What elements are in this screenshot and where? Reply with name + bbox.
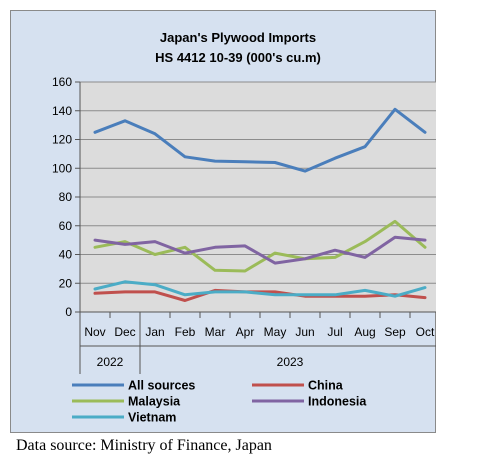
legend-label-malaysia: Malaysia — [128, 395, 181, 409]
legend: All sources China Malaysia Indonesia Vietnam — [72, 379, 367, 425]
y-tick-label: 20 — [59, 276, 73, 290]
plywood-imports-chart: Japan's Plywood Imports HS 4412 10-39 (0… — [52, 30, 436, 425]
data-source-note: Data source: Ministry of Finance, Japan — [16, 437, 272, 454]
x-axis: Nov Dec Jan Feb Mar Apr May Jun Jul Aug Sep Oct 2022… — [79, 311, 436, 374]
y-tick-label: 160 — [52, 75, 72, 89]
legend-label-indonesia: Indonesia — [308, 395, 367, 409]
x-tick-label: May — [264, 325, 287, 339]
y-tick-label: 60 — [59, 219, 73, 233]
chart-title: Japan's Plywood Imports — [160, 30, 316, 45]
series-line-malaysia — [93, 219, 427, 273]
y-tick-label: 100 — [52, 161, 72, 175]
x-tick-label: Aug — [354, 325, 375, 339]
y-axis-ticks: 0 20 40 60 80 100 120 140 160 — [52, 75, 81, 319]
x-tick-label: Nov — [84, 325, 105, 339]
y-tick-label: 80 — [59, 190, 73, 204]
x-group-label: 2022 — [97, 355, 124, 369]
x-tick-label: Dec — [114, 325, 135, 339]
legend-label-vietnam: Vietnam — [128, 411, 176, 425]
series-line-all-sources — [93, 107, 427, 173]
x-tick-label: Jan — [145, 325, 164, 339]
x-tick-label: Sep — [384, 325, 406, 339]
x-tick-label: Jul — [327, 325, 342, 339]
y-tick-label: 140 — [52, 104, 72, 118]
chart-subtitle: HS 4412 10-39 (000's cu.m) — [155, 50, 321, 65]
x-tick-label: Jun — [295, 325, 314, 339]
x-tick-label: Apr — [236, 325, 255, 339]
series-line-indonesia — [93, 235, 427, 265]
series-line-vietnam — [93, 280, 427, 298]
x-tick-label: Feb — [175, 325, 196, 339]
y-tick-label: 40 — [59, 248, 73, 262]
x-group-label: 2023 — [277, 355, 304, 369]
x-tick-label: Mar — [205, 325, 226, 339]
series-lines — [93, 107, 427, 302]
x-tick-label: Oct — [416, 325, 435, 339]
y-tick-label: 120 — [52, 133, 72, 147]
y-tick-label: 0 — [65, 305, 72, 319]
legend-label-all-sources: All sources — [128, 379, 195, 393]
legend-label-china: China — [308, 379, 344, 393]
